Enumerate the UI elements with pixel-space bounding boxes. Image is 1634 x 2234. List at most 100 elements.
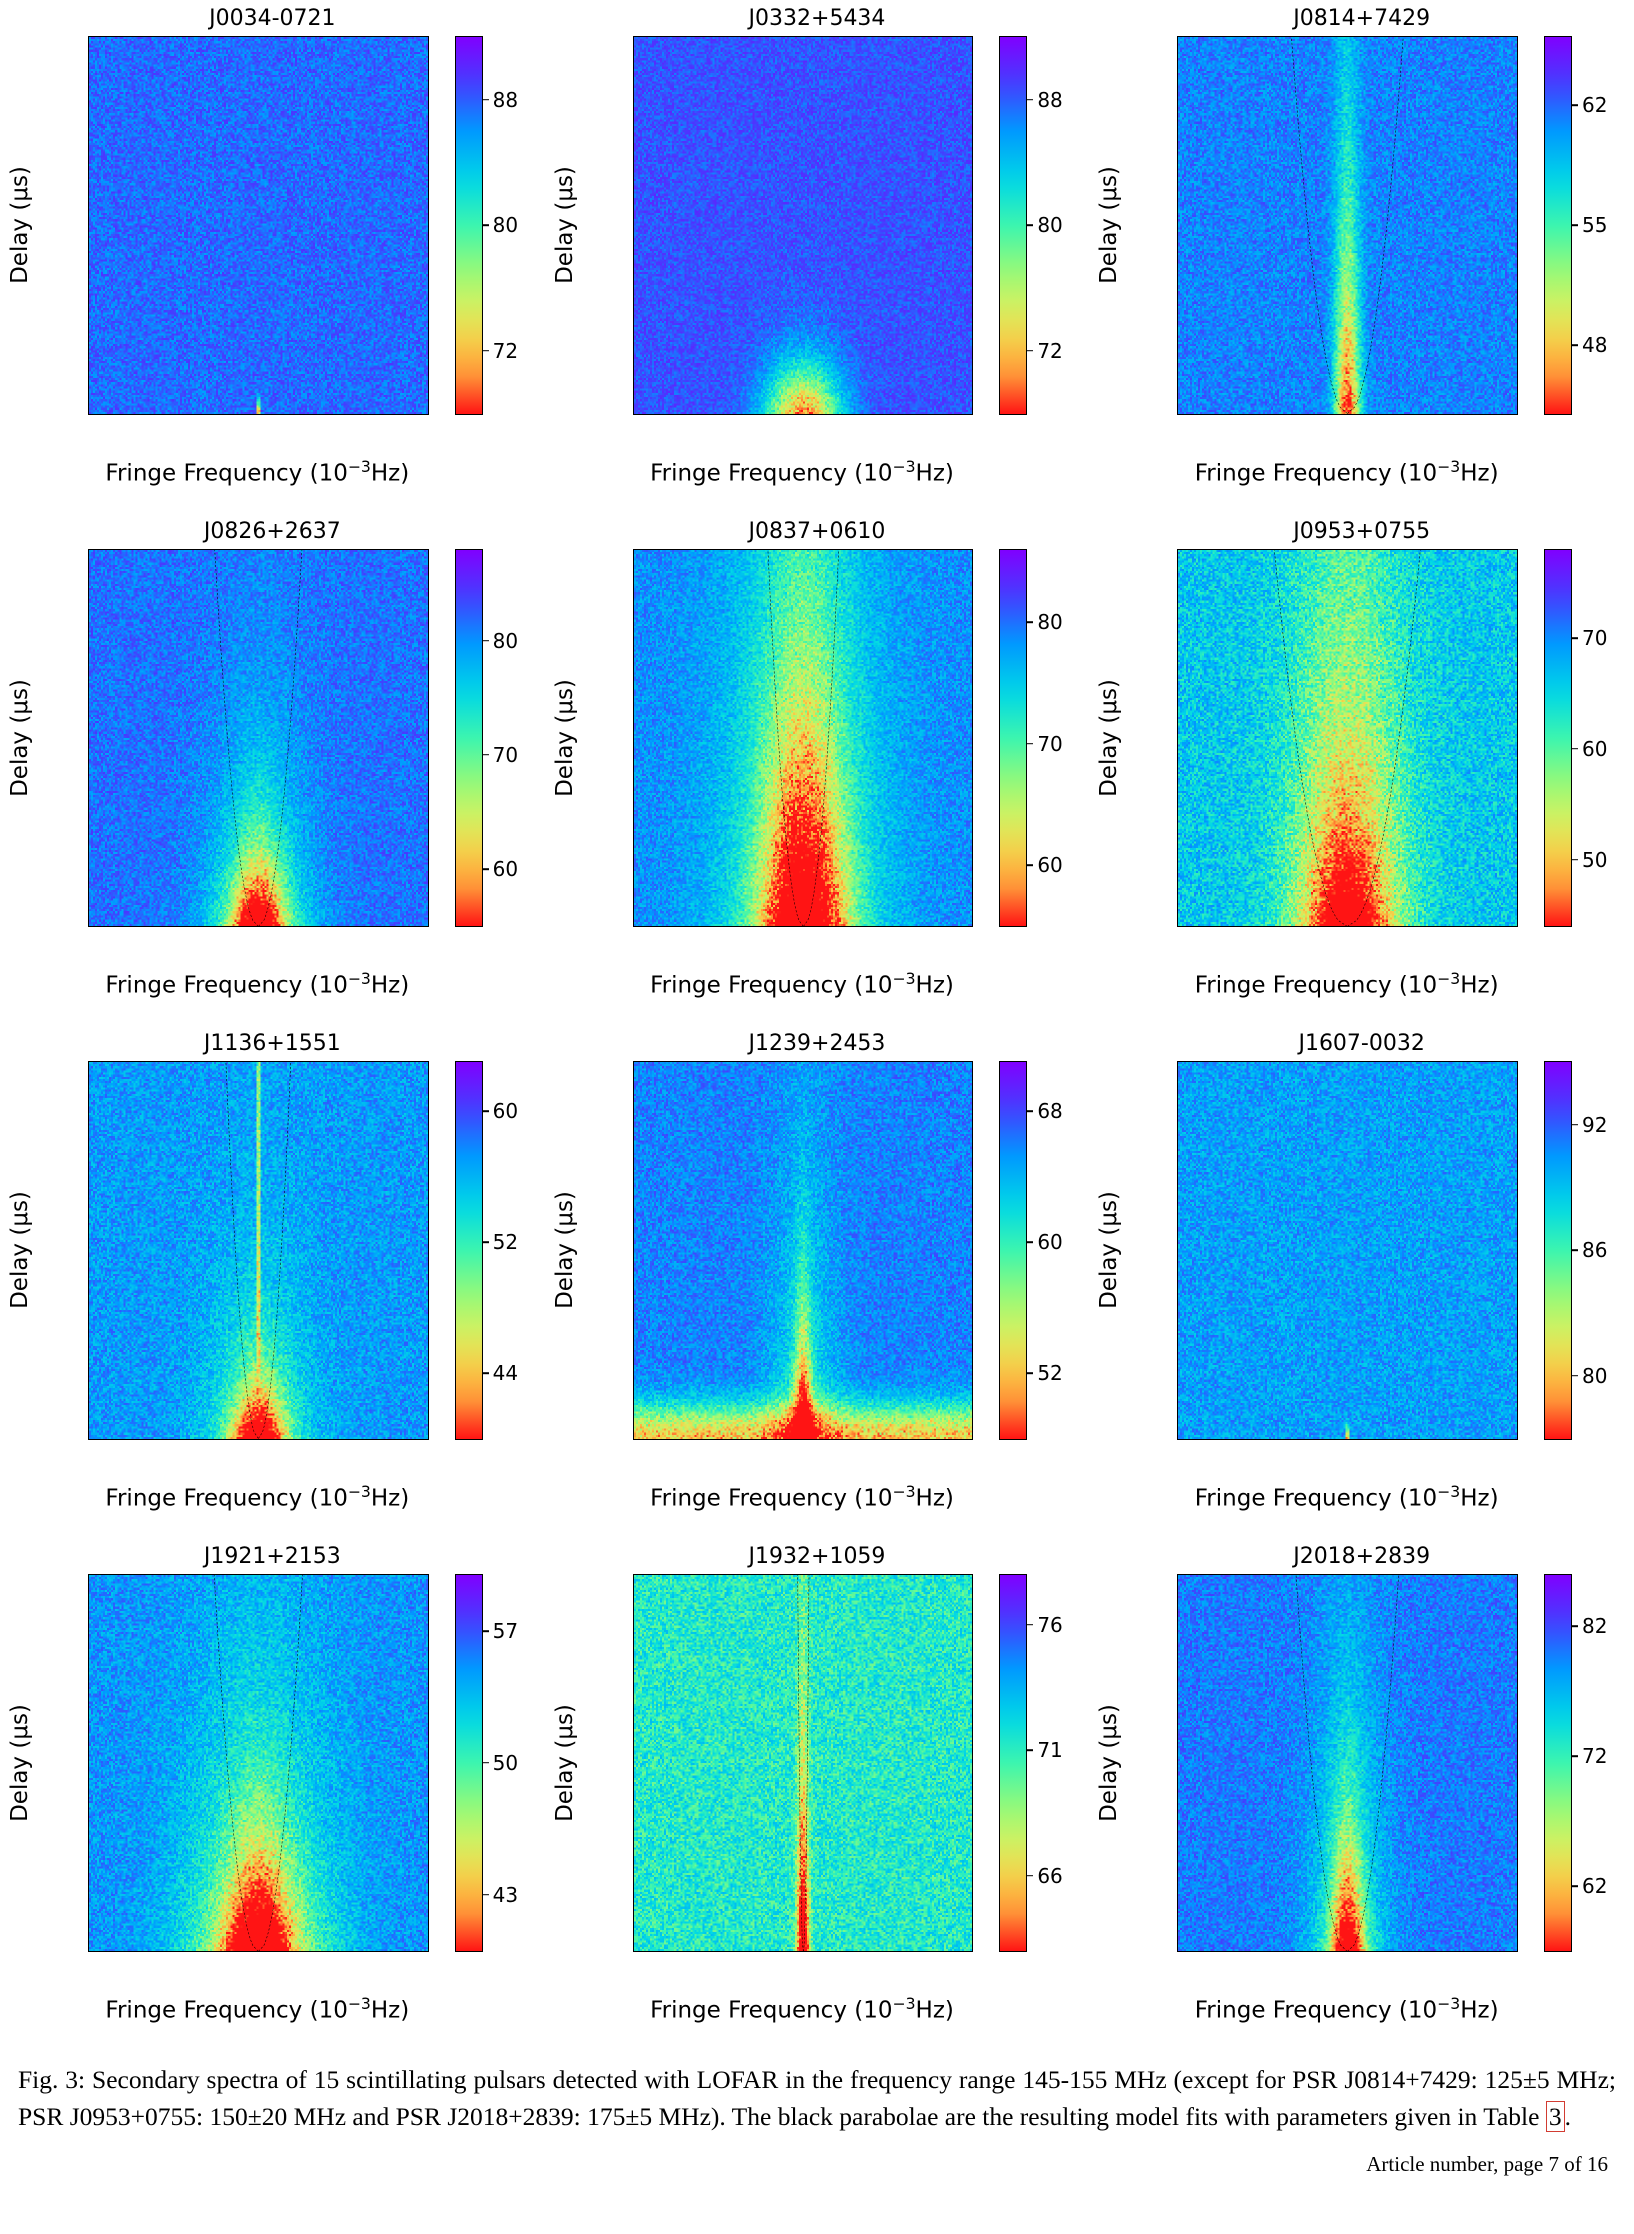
y-tick-mark [88,925,89,927]
y-minor-tick [633,1762,634,1764]
x-tick-mark [134,1438,136,1439]
panel-grid: J0034-0721 Delay (μs) 0 40 80 −40 0 40 Fringe Fr… [0,0,1634,2051]
panel-title: J1607-0032 [1298,1031,1425,1056]
x-tick-label: 40 [387,414,412,415]
y-axis-label: Delay (μs) [1089,1061,1129,1440]
x-tick-label: 0 [1341,414,1354,415]
heatmap-axes: 04080−40040 [88,36,429,415]
x-tick-label: −40 [114,1439,156,1440]
parabola-branch [258,1575,302,1952]
y-minor-tick [633,149,634,151]
y-minor-tick [1178,375,1179,377]
panel-title: J0826+2637 [203,518,341,544]
parabola-branch [1348,1575,1399,1952]
parabola-branch [768,550,803,927]
y-minor-tick [1178,111,1179,113]
y-minor-tick [633,299,634,302]
colorbar-gradient [455,1062,482,1439]
y-axis-label: Delay (μs) [0,36,40,415]
colorbar-tick-mark [1026,224,1034,227]
parabola-branch [1292,37,1348,414]
colorbar: 48 55 62 [1544,36,1607,415]
colorbar-tick-mark [1026,1749,1034,1751]
y-axis-label-text: Delay (μs) [551,1191,578,1310]
plot-area-wrapper: 04080−30030 [88,1573,429,1952]
y-minor-tick [88,1098,89,1101]
x-tick-mark [392,926,395,927]
y-minor-tick [1178,737,1179,739]
y-tick-mark [1178,412,1179,414]
x-tick-label: 0 [797,1951,810,1952]
x-tick-label: 40 [369,1439,394,1440]
x-tick-mark [1346,1438,1349,1439]
colorbar-tick-mark [1026,1372,1034,1374]
y-tick-mark [1178,1437,1179,1439]
x-tick-mark [1237,926,1240,927]
y-minor-tick [88,262,89,264]
parabola-branch [797,1575,803,1952]
y-tick-mark [88,783,89,785]
y-tick-mark [88,105,89,107]
y-tick-mark [88,641,89,643]
parabola-fit-overlay [1178,550,1517,927]
x-tick-mark [1500,1951,1503,1952]
y-axis-label: Delay (μs) [545,1574,585,1953]
colorbar-tick-label: 60 [1037,853,1063,878]
colorbar: 72 80 88 [999,36,1063,415]
colorbar-tick-label: 92 [1582,1112,1608,1137]
colorbar-tick-label: 52 [1037,1361,1063,1386]
y-minor-tick [88,1837,89,1839]
table-reference-link[interactable]: 3 [1545,2100,1565,2132]
heatmap-image [89,549,428,926]
y-minor-tick [1178,586,1179,588]
colorbar: 43 50 57 [454,1573,518,1952]
y-minor-tick [88,1874,89,1877]
panel-title: J1136+1551 [203,1031,341,1056]
colorbar-tick-label: 70 [1582,626,1608,651]
y-minor-tick [88,1611,89,1613]
y-axis-label: Delay (μs) [1089,1574,1129,1953]
y-tick-mark [88,1437,89,1439]
y-minor-tick [633,737,634,739]
y-axis-label-text: Delay (μs) [1096,1191,1123,1310]
colorbar-tick-label: 62 [1582,93,1608,118]
y-minor-tick [88,73,89,76]
colorbar-tick-label: 80 [1582,1363,1608,1388]
colorbar-tick-mark [481,754,489,756]
colorbar-tick-mark [1026,621,1034,624]
heatmap-image [633,1062,973,1439]
y-minor-tick [1178,1874,1179,1877]
x-axis-label: Fringe Frequency (10−3Hz) [650,1994,954,2024]
parabola-branch [258,1062,290,1439]
y-tick-mark [1178,105,1179,107]
y-minor-tick [1178,1912,1179,1915]
parabola-branch [1348,550,1421,927]
x-tick-mark [1470,1438,1472,1439]
parabola-fit-overlay [1178,37,1517,414]
x-tick-label: −40 [102,926,144,927]
y-minor-tick [633,1400,634,1402]
x-tick-label: 40 [381,926,406,927]
colorbar: 60 70 80 [999,548,1063,927]
y-minor-tick [88,887,89,890]
x-tick-label: 40 [1458,1439,1483,1440]
x-tick-mark [802,1951,804,1952]
y-minor-tick [633,1211,634,1214]
y-minor-tick [633,262,634,264]
x-tick-mark [802,926,804,927]
colorbar-tick-label: 44 [492,1361,519,1386]
parabola-fit-overlay [1178,1575,1517,1952]
colorbar-tick-mark [481,1893,489,1896]
x-tick-mark [802,413,804,414]
y-minor-tick [1178,1649,1179,1651]
y-tick-mark [633,1437,634,1439]
x-axis-label: Fringe Frequency (10−3Hz) [650,456,954,487]
colorbar-tick-label: 48 [1582,333,1608,358]
x-tick-mark [257,1951,260,1952]
y-minor-tick [88,1649,89,1651]
y-minor-tick [633,1724,634,1726]
